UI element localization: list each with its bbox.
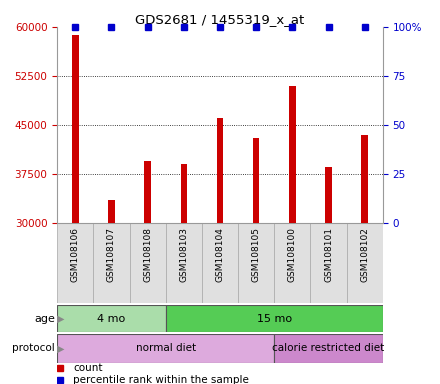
Bar [202, 223, 238, 303]
Bar [325, 167, 332, 223]
Text: age: age [34, 314, 55, 324]
Bar [129, 223, 166, 303]
Text: ▶: ▶ [57, 314, 64, 324]
Text: GSM108107: GSM108107 [107, 227, 116, 282]
Text: GSM108104: GSM108104 [216, 227, 224, 281]
Text: 4 mo: 4 mo [97, 314, 125, 324]
Text: count: count [73, 363, 103, 373]
Text: 15 mo: 15 mo [257, 314, 292, 324]
Bar [72, 35, 79, 223]
Text: GSM108105: GSM108105 [252, 227, 260, 282]
Title: GDS2681 / 1455319_x_at: GDS2681 / 1455319_x_at [136, 13, 304, 26]
Bar [217, 118, 223, 223]
Bar [57, 305, 166, 332]
Bar [57, 334, 274, 363]
Text: protocol: protocol [12, 343, 55, 354]
Bar [166, 223, 202, 303]
Bar [238, 223, 274, 303]
Bar [93, 223, 129, 303]
Text: GSM108106: GSM108106 [71, 227, 80, 282]
Bar [180, 164, 187, 223]
Bar [311, 223, 347, 303]
Bar [289, 86, 296, 223]
Bar [144, 161, 151, 223]
Text: calorie restricted diet: calorie restricted diet [272, 343, 385, 354]
Text: normal diet: normal diet [136, 343, 196, 354]
Bar [166, 305, 383, 332]
Text: GSM108108: GSM108108 [143, 227, 152, 282]
Bar [108, 200, 115, 223]
Text: ▶: ▶ [57, 343, 64, 354]
Text: GSM108101: GSM108101 [324, 227, 333, 282]
Bar [274, 223, 311, 303]
Bar [347, 223, 383, 303]
Text: percentile rank within the sample: percentile rank within the sample [73, 375, 249, 384]
Text: GSM108100: GSM108100 [288, 227, 297, 282]
Bar [361, 134, 368, 223]
Text: GSM108102: GSM108102 [360, 227, 369, 281]
Text: GSM108103: GSM108103 [180, 227, 188, 282]
Bar [57, 223, 93, 303]
Bar [253, 138, 260, 223]
Bar [274, 334, 383, 363]
